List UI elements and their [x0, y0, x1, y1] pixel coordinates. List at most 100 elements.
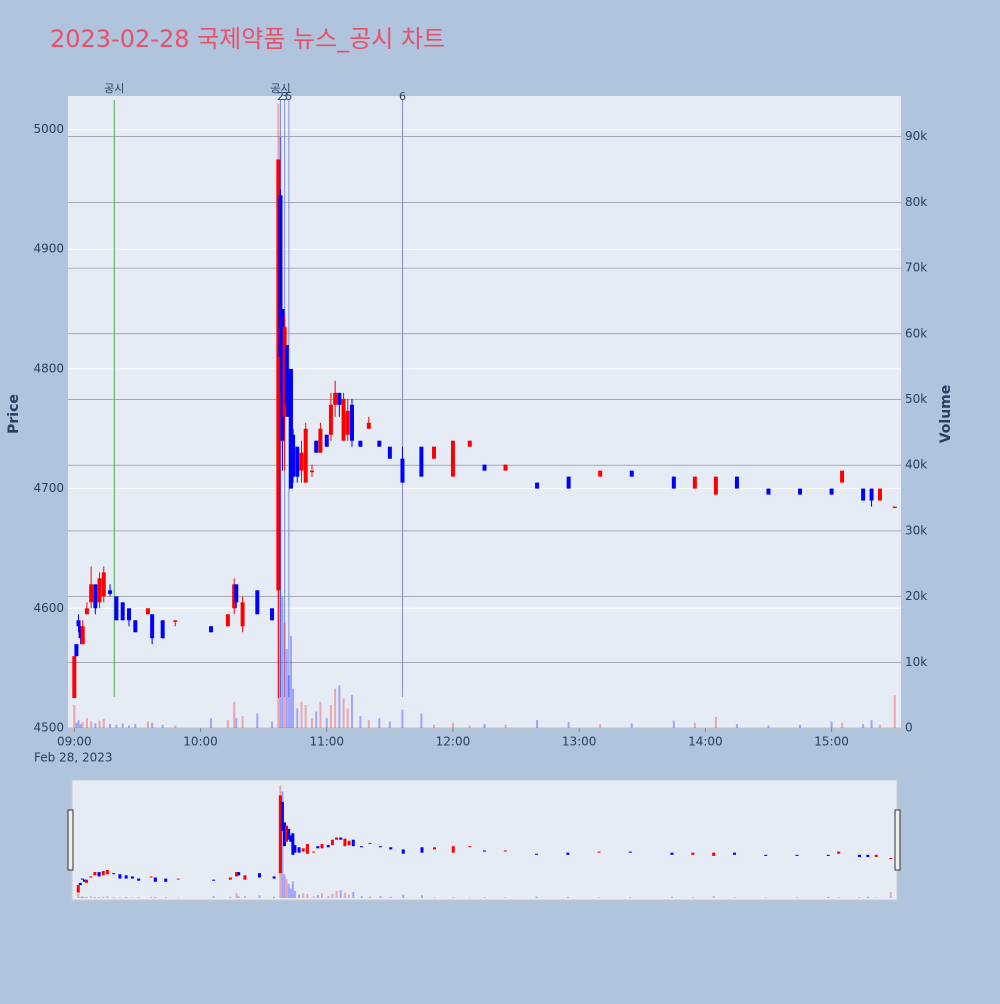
mini-candle — [452, 846, 455, 852]
mini-candle — [321, 844, 324, 848]
y2-tick-label: 40k — [905, 458, 927, 472]
candle-body — [388, 447, 392, 459]
mini-candle — [483, 851, 486, 852]
mini-volume-bar — [77, 894, 79, 898]
x-tick-label: 13:00 — [562, 735, 597, 749]
mini-candle — [712, 853, 715, 856]
mini-candle — [306, 844, 309, 854]
mini-candle — [81, 879, 84, 880]
mini-candle — [93, 872, 96, 875]
volume-bar — [227, 720, 229, 728]
x-tick-label: 14:00 — [688, 735, 723, 749]
candle-body — [304, 429, 308, 483]
mini-volume-bar — [796, 897, 798, 898]
candle-body — [840, 471, 844, 483]
candle-body — [89, 584, 93, 602]
range-slider[interactable] — [72, 780, 897, 900]
mini-candle — [131, 876, 134, 878]
mini-volume-bar — [671, 897, 673, 898]
mini-volume-bar — [259, 895, 261, 898]
volume-bar — [343, 698, 345, 728]
mini-volume-bar — [238, 896, 240, 898]
mini-volume-bar — [340, 890, 342, 898]
mini-candle — [85, 880, 88, 883]
mini-candle — [389, 847, 392, 849]
candle-body — [878, 489, 882, 501]
volume-bar — [315, 712, 317, 728]
candle-body — [861, 489, 865, 501]
mini-candle — [302, 848, 305, 851]
volume-bar — [115, 725, 117, 728]
mini-volume-bar — [98, 897, 100, 898]
candle-body — [291, 435, 295, 477]
mini-candle — [137, 879, 140, 881]
mini-candle — [150, 876, 153, 877]
mini-volume-bar — [713, 896, 715, 898]
mini-volume-bar — [827, 897, 829, 898]
mini-candle — [316, 846, 319, 848]
y-tick-label: 4900 — [33, 242, 64, 256]
mini-volume-bar — [150, 897, 152, 898]
mini-candle — [258, 873, 261, 877]
mini-volume-bar — [327, 896, 329, 898]
mini-volume-bar — [421, 895, 423, 898]
volume-bar — [389, 721, 391, 728]
candle-body — [295, 447, 299, 477]
candle-body — [432, 447, 436, 459]
volume-bar — [359, 716, 361, 728]
volume-bar — [286, 649, 288, 728]
volume-bar — [599, 724, 601, 728]
mini-candle — [504, 851, 507, 852]
mini-volume-bar — [369, 897, 371, 898]
volume-bar — [505, 725, 507, 728]
chart-title: 2023-02-28 국제약품 뉴스_공시 차트 — [50, 25, 445, 53]
mini-volume-bar — [859, 897, 861, 898]
volume-bar — [78, 720, 80, 728]
volume-bar — [162, 725, 164, 728]
volume-bar — [378, 718, 380, 728]
candle-body — [358, 441, 362, 447]
volume-bar — [351, 695, 353, 728]
mini-volume-bar — [294, 891, 296, 898]
y2-tick-label: 30k — [905, 523, 927, 537]
mini-candle — [212, 880, 215, 881]
mini-candle — [796, 855, 799, 856]
mini-candle — [327, 845, 330, 847]
mini-volume-bar — [313, 896, 315, 898]
plot-area — [68, 96, 901, 728]
candle-body — [342, 399, 346, 441]
range-handle[interactable] — [68, 810, 73, 870]
volume-bar — [94, 723, 96, 728]
candle-body — [209, 626, 213, 632]
annotation-label: 5 — [285, 90, 292, 103]
mini-candle — [177, 879, 180, 880]
volume-bar — [319, 702, 321, 728]
volume-bar — [767, 725, 769, 728]
mini-candle — [89, 876, 92, 877]
volume-bar — [673, 721, 675, 728]
candle-body — [314, 441, 318, 453]
range-handle[interactable] — [895, 810, 900, 870]
candle-body — [133, 620, 137, 632]
mini-volume-bar — [692, 897, 694, 898]
y2-tick-label: 80k — [905, 195, 927, 209]
volume-bar — [134, 724, 136, 728]
mini-volume-bar — [292, 881, 294, 898]
volume-bar — [73, 705, 75, 728]
volume-bar — [305, 705, 307, 728]
mini-volume-bar — [379, 896, 381, 898]
volume-bar — [338, 685, 340, 728]
volume-bar — [871, 720, 873, 728]
mini-candle — [335, 838, 338, 840]
candle-body — [598, 471, 602, 477]
mini-candle — [875, 855, 878, 857]
volume-bar — [311, 718, 313, 728]
mini-volume-bar — [484, 897, 486, 898]
mini-candle — [360, 846, 363, 847]
volume-bar — [282, 597, 284, 728]
candle-body — [161, 620, 165, 638]
y-tick-label: 4500 — [33, 721, 64, 735]
mini-volume-bar — [402, 895, 404, 898]
candle-body — [85, 608, 89, 614]
